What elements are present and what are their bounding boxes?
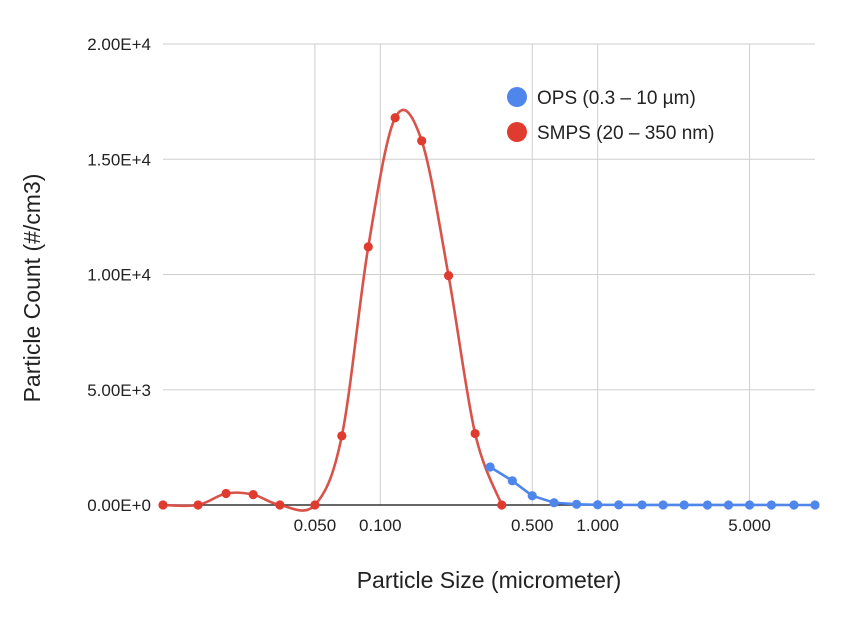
y-tick-label: 5.00E+3	[87, 381, 151, 400]
smps-data-point	[390, 113, 400, 123]
y-axis-title: Particle Count (#/cm3)	[19, 174, 45, 403]
smps-data-point	[417, 136, 427, 146]
smps-data-point	[337, 431, 347, 441]
ops-data-point	[810, 500, 820, 510]
smps-data-point	[158, 500, 168, 510]
ops-data-point	[614, 500, 624, 510]
ops-line	[489, 465, 815, 507]
smps-data-point	[497, 500, 507, 510]
smps-data-point	[470, 428, 480, 439]
ops-data-point	[744, 500, 755, 510]
axes: 0.00E+0 5.00E+3 1.00E+4 1.50E+4 2.00E+4 0.050…	[87, 35, 815, 535]
x-axis-title: Particle Size (micrometer)	[357, 567, 622, 593]
series-layer	[158, 108, 820, 512]
smps-line	[162, 108, 503, 512]
smps-data-point	[193, 500, 203, 510]
smps-data-point	[443, 271, 454, 281]
series-smps	[158, 108, 507, 512]
smps-data-point	[275, 500, 285, 510]
y-tick-label: 1.00E+4	[87, 266, 151, 285]
x-tick-label: 0.500	[511, 516, 554, 535]
grid	[163, 43, 815, 505]
x-tick-label: 5.000	[728, 516, 771, 535]
series-ops	[485, 462, 820, 510]
ops-data-point	[723, 500, 734, 510]
x-tick-label: 1.000	[576, 516, 619, 535]
legend: OPS (0.3 – 10 µm) SMPS (20 – 350 nm)	[507, 87, 714, 144]
ops-data-point	[702, 500, 713, 510]
ops-data-point	[658, 500, 668, 510]
ops-data-point	[572, 499, 582, 509]
ops-data-point	[527, 491, 537, 501]
x-tick-label: 0.100	[359, 516, 402, 535]
smps-data-point	[310, 500, 320, 510]
ops-data-point	[789, 500, 799, 510]
legend-marker-ops	[507, 87, 527, 107]
legend-marker-smps	[507, 122, 527, 142]
ops-data-point	[549, 498, 559, 508]
ops-data-point	[485, 462, 495, 472]
smps-data-point	[221, 488, 231, 499]
legend-label-smps: SMPS (20 – 350 nm)	[537, 123, 714, 144]
ops-data-point	[507, 476, 517, 486]
x-tick-label: 0.050	[294, 516, 337, 535]
ops-data-point	[593, 500, 603, 510]
y-tick-label: 0.00E+0	[87, 496, 151, 515]
smps-data-point	[248, 490, 258, 500]
ops-data-point	[637, 500, 647, 510]
y-tick-label: 1.50E+4	[87, 150, 151, 169]
y-tick-label: 2.00E+4	[87, 35, 151, 54]
smps-data-point	[363, 242, 373, 252]
ops-data-point	[679, 500, 689, 510]
ops-data-point	[766, 500, 776, 510]
legend-label-ops: OPS (0.3 – 10 µm)	[537, 88, 696, 109]
